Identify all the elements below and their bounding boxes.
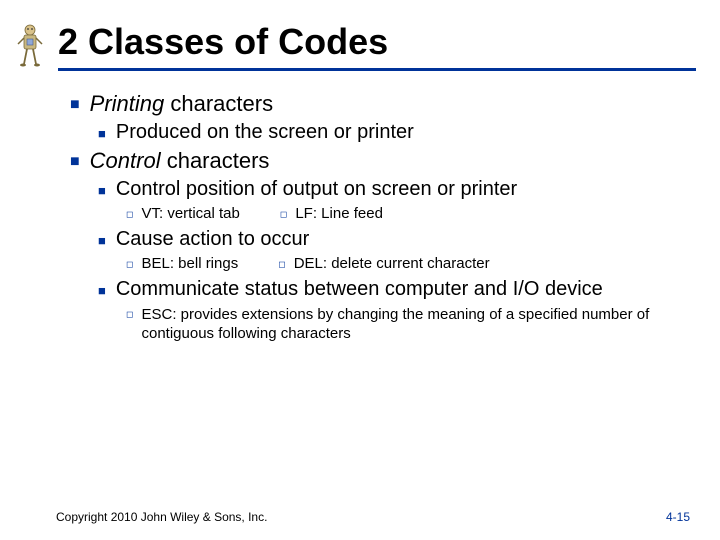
header: 2 Classes of Codes xyxy=(0,0,720,71)
bullet-text: Printing characters xyxy=(90,91,696,117)
bullet-text: LF: Line feed xyxy=(295,205,383,222)
bullet-text: BEL: bell rings xyxy=(141,255,238,272)
hollow-square-icon: ◻ xyxy=(126,309,133,320)
title-underline xyxy=(58,68,696,71)
subbullet-produced: ■ Produced on the screen or printer xyxy=(98,121,696,144)
italic-word: Control xyxy=(90,148,161,173)
bullet-text: Produced on the screen or printer xyxy=(116,121,696,144)
bullet-text: DEL: delete current character xyxy=(294,255,490,272)
subbullet-cause-action: ■ Cause action to occur xyxy=(98,228,696,251)
content: ■ Printing characters ■ Produced on the … xyxy=(0,71,720,344)
copyright-text: Copyright 2010 John Wiley & Sons, Inc. xyxy=(56,510,267,524)
page-number: 4-15 xyxy=(666,510,690,524)
subbullet-communicate: ■ Communicate status between computer an… xyxy=(98,278,696,301)
robot-icon xyxy=(10,22,50,70)
bullet-control: ■ Control characters xyxy=(70,148,696,174)
bullet-text: Control position of output on screen or … xyxy=(116,178,696,201)
sub3-vt: ◻ VT: vertical tab xyxy=(126,205,240,222)
hollow-square-icon: ◻ xyxy=(126,259,133,270)
sub3-esc: ◻ ESC: provides extensions by changing t… xyxy=(126,305,696,344)
sub3-bel: ◻ BEL: bell rings xyxy=(126,255,238,272)
slide: 2 Classes of Codes ■ Printing characters… xyxy=(0,0,720,540)
sub3-row-bel-del: ◻ BEL: bell rings ◻ DEL: delete current … xyxy=(126,255,696,272)
square-bullet-icon: ■ xyxy=(98,283,106,298)
sub3-del: ◻ DEL: delete current character xyxy=(278,255,489,272)
rest-word: characters xyxy=(161,148,270,173)
bullet-printing: ■ Printing characters xyxy=(70,91,696,117)
bullet-text: Control characters xyxy=(90,148,696,174)
footer: Copyright 2010 John Wiley & Sons, Inc. 4… xyxy=(0,510,720,524)
italic-word: Printing xyxy=(90,91,165,116)
bullet-text: ESC: provides extensions by changing the… xyxy=(141,305,696,344)
square-bullet-icon: ■ xyxy=(98,126,106,141)
title-block: 2 Classes of Codes xyxy=(58,22,720,71)
slide-title: 2 Classes of Codes xyxy=(58,22,696,66)
square-bullet-icon: ■ xyxy=(98,233,106,248)
bullet-text: Cause action to occur xyxy=(116,228,696,251)
square-bullet-icon: ■ xyxy=(70,96,80,114)
rest-word: characters xyxy=(164,91,273,116)
subbullet-control-position: ■ Control position of output on screen o… xyxy=(98,178,696,201)
hollow-square-icon: ◻ xyxy=(126,209,133,220)
square-bullet-icon: ■ xyxy=(70,153,80,171)
hollow-square-icon: ◻ xyxy=(280,209,287,220)
bullet-text: Communicate status between computer and … xyxy=(116,278,696,301)
sub3-lf: ◻ LF: Line feed xyxy=(280,205,383,222)
square-bullet-icon: ■ xyxy=(98,183,106,198)
bullet-text: VT: vertical tab xyxy=(141,205,239,222)
sub3-row-vt-lf: ◻ VT: vertical tab ◻ LF: Line feed xyxy=(126,205,696,222)
hollow-square-icon: ◻ xyxy=(278,259,285,270)
